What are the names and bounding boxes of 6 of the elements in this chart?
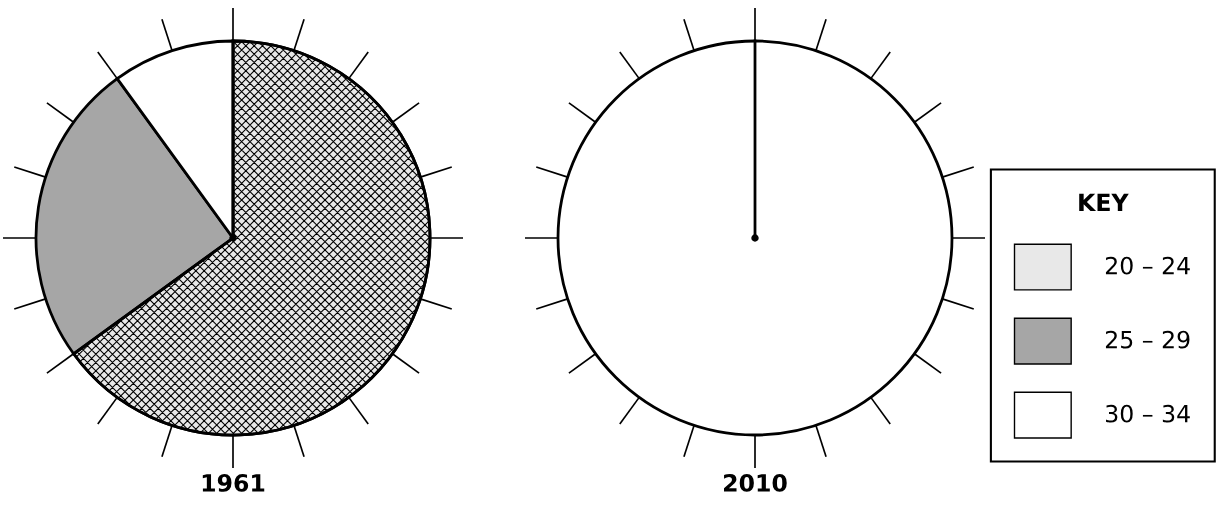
- legend-label: 25 – 29: [1105, 330, 1190, 349]
- legend-title: KEY: [1079, 193, 1129, 211]
- legend-label: 20 – 24: [1105, 256, 1190, 275]
- legend-label: 30 – 34: [1106, 404, 1190, 423]
- text: 1961: [202, 474, 265, 492]
- text: 2010: [724, 473, 787, 492]
